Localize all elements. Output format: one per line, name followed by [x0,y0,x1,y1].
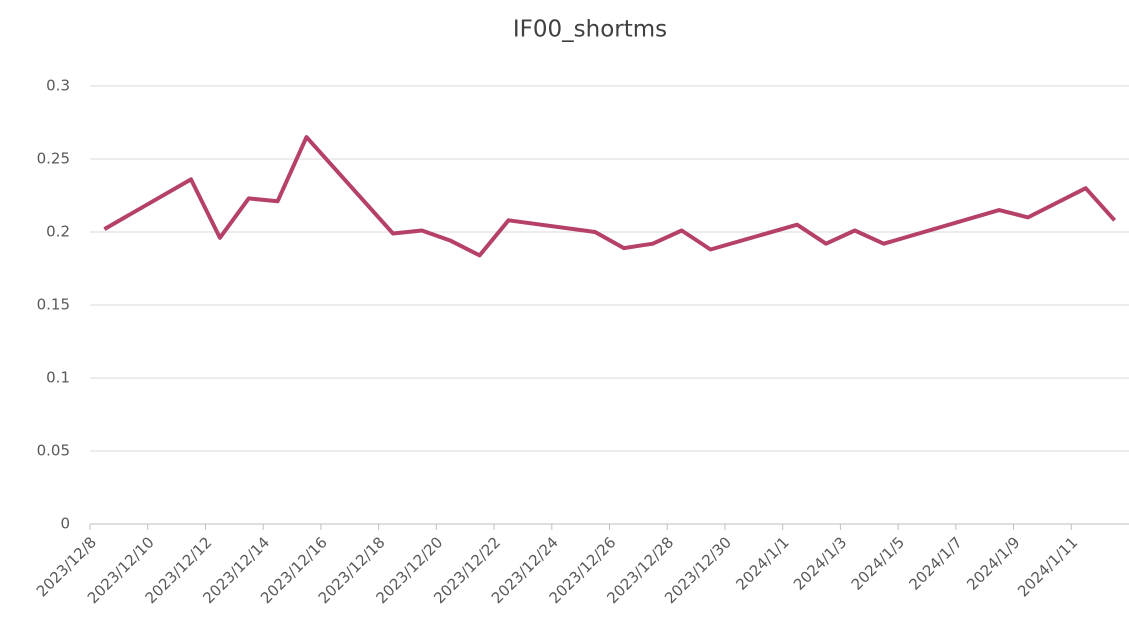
x-tick-label: 2024/1/7 [905,533,965,593]
y-tick-label: 0.15 [37,296,70,314]
y-tick-label: 0.05 [37,442,70,460]
x-tick-label: 2024/1/11 [1014,533,1081,600]
y-tick-label: 0.3 [46,77,70,95]
data-line [103,135,1117,258]
x-tick-label: 2024/1/1 [732,533,792,593]
chart-title: IF00_shortms [513,17,667,43]
x-tick-label: 2024/1/3 [790,533,850,593]
y-tick-label: 0.1 [46,369,70,387]
x-tick-label: 2024/1/5 [848,533,908,593]
y-tick-label: 0.2 [46,223,70,241]
y-tick-label: 0.25 [37,150,70,168]
x-tick-label: 2024/1/9 [963,533,1023,593]
y-tick-label: 0 [60,515,70,533]
